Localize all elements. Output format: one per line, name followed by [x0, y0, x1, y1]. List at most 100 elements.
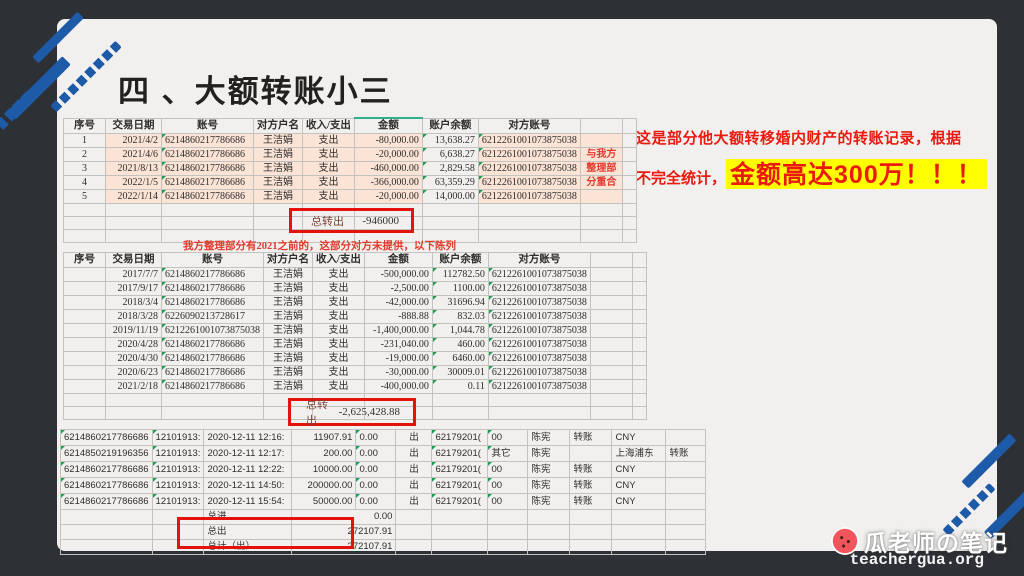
cell: [579, 189, 623, 204]
cell: -366,000.00: [353, 175, 423, 190]
cell: [665, 429, 707, 446]
cell: [431, 393, 489, 407]
cell: -1,400,000.00: [363, 323, 433, 338]
cell: 6214860217786686: [161, 161, 254, 176]
cell: [631, 281, 647, 296]
cell: -231,040.00: [363, 337, 433, 352]
cell: [105, 203, 162, 217]
cell: [589, 337, 633, 352]
table-row: 2018/3/4 6214860217786686 王洁娟 支出 -42,000.00 3…: [63, 295, 647, 310]
cell: [395, 509, 433, 525]
cell: [527, 539, 571, 555]
cell: 62179201(: [431, 493, 489, 510]
cell: 6214860217786686: [161, 379, 264, 394]
cell: 王洁娟: [253, 175, 303, 190]
cell: [477, 216, 581, 230]
cell: [569, 445, 613, 462]
cell: 支出: [312, 365, 365, 380]
cell: [589, 309, 633, 324]
cell: 王洁娟: [263, 267, 313, 282]
cell: 出: [395, 461, 433, 478]
cell: [161, 203, 254, 217]
cell: 分重合: [579, 175, 623, 190]
cell: [579, 216, 623, 230]
total-out-label: 总转出: [306, 399, 328, 427]
table-row: 2019/11/19 6212261001073875038 王洁娟 支出 -1,400…: [63, 323, 647, 338]
cell: 6214860217786686: [161, 281, 264, 296]
cell: 王洁娟: [263, 323, 313, 338]
table-row: 6214860217786686 12101913: 2020-12-11 14:5…: [60, 477, 707, 494]
cell: [621, 175, 637, 190]
diagonal-stripe-dashed-icon: [0, 88, 38, 139]
summary-row-in: 总进 0.00: [60, 509, 707, 525]
summary-total-box: [177, 517, 354, 549]
cell: [611, 524, 667, 540]
cell: 6212261001073875038: [477, 133, 581, 148]
cell: 2019/11/19: [105, 323, 162, 338]
cell: [589, 406, 633, 420]
cell: [631, 406, 647, 420]
cell: 0.11: [431, 379, 489, 394]
cell: [63, 281, 106, 296]
column-header: [579, 117, 623, 134]
cell: 2017/9/17: [105, 281, 162, 296]
table-row: 2020/6/23 6214860217786686 王洁娟 支出 -30,000.00…: [63, 365, 647, 380]
table-row: 2020/4/28 6214860217786686 王洁娟 支出 -231,040.0…: [63, 337, 647, 352]
cell: [161, 216, 254, 230]
cell: 支出: [312, 267, 365, 282]
table-row: 1 2021/4/2 6214860217786686 王洁娟 支出 -80,000.00…: [63, 133, 637, 148]
table-row: 6214850219196356 12101913: 2020-12-11 12:1…: [60, 445, 707, 462]
cell: [665, 524, 707, 540]
cell: [621, 216, 637, 230]
cell: -20,000.00: [353, 147, 423, 162]
cell: [105, 216, 162, 230]
cell: 2022/1/5: [105, 175, 162, 190]
cell: [63, 323, 106, 338]
cell: [579, 203, 623, 217]
column-header: 序号: [63, 252, 106, 268]
table-header-row: 序号 交易日期 账号 对方户名 收入/支出 金额 账户余额 对方账号: [63, 252, 647, 268]
cell: [395, 524, 433, 540]
cell: 6212261001073875038: [477, 175, 581, 190]
table-row: 2017/9/17 6214860217786686 王洁娟 支出 -2,500.00 1…: [63, 281, 647, 296]
column-header: 金额: [363, 252, 433, 268]
cell: CNY: [611, 461, 667, 478]
cell: [665, 509, 707, 525]
cell: 2021/4/2: [105, 133, 162, 148]
column-header: 序号: [63, 117, 106, 134]
cell: 王洁娟: [253, 133, 303, 148]
cell: [477, 203, 581, 217]
cell: [665, 477, 707, 494]
cell: 3: [63, 161, 106, 176]
cell: 6226090213728617: [161, 309, 264, 324]
cell: [665, 461, 707, 478]
cell: [105, 406, 162, 420]
cell: 00: [487, 477, 529, 494]
cell: [589, 379, 633, 394]
cell: 2021/8/13: [105, 161, 162, 176]
cell: [631, 323, 647, 338]
cell: [63, 309, 106, 324]
cell: [621, 147, 637, 162]
cell: -888.88: [363, 309, 433, 324]
cell: [60, 524, 153, 540]
cell: 支出: [312, 379, 365, 394]
cell: 出: [395, 445, 433, 462]
cell: [421, 203, 479, 217]
empty-grid-row: [63, 406, 647, 420]
cell: 2022/1/14: [105, 189, 162, 204]
cell: 62179201(: [431, 445, 489, 462]
cell: 王洁娟: [263, 295, 313, 310]
cell: 转账: [569, 429, 613, 446]
cell: 6212261001073875038: [477, 189, 581, 204]
column-header: 对方账号: [487, 252, 591, 268]
cell: 1,044.78: [431, 323, 489, 338]
total-out-box-1: 总转出 -946000: [289, 208, 414, 233]
cell: 6214860217786686: [161, 267, 264, 282]
cell: 13,638.27: [421, 133, 479, 148]
table-row: 6214860217786686 12101913: 2020-12-11 12:2…: [60, 461, 707, 478]
column-header: 收入/支出: [312, 252, 365, 268]
cell: 支出: [302, 133, 355, 148]
cell: [611, 509, 667, 525]
